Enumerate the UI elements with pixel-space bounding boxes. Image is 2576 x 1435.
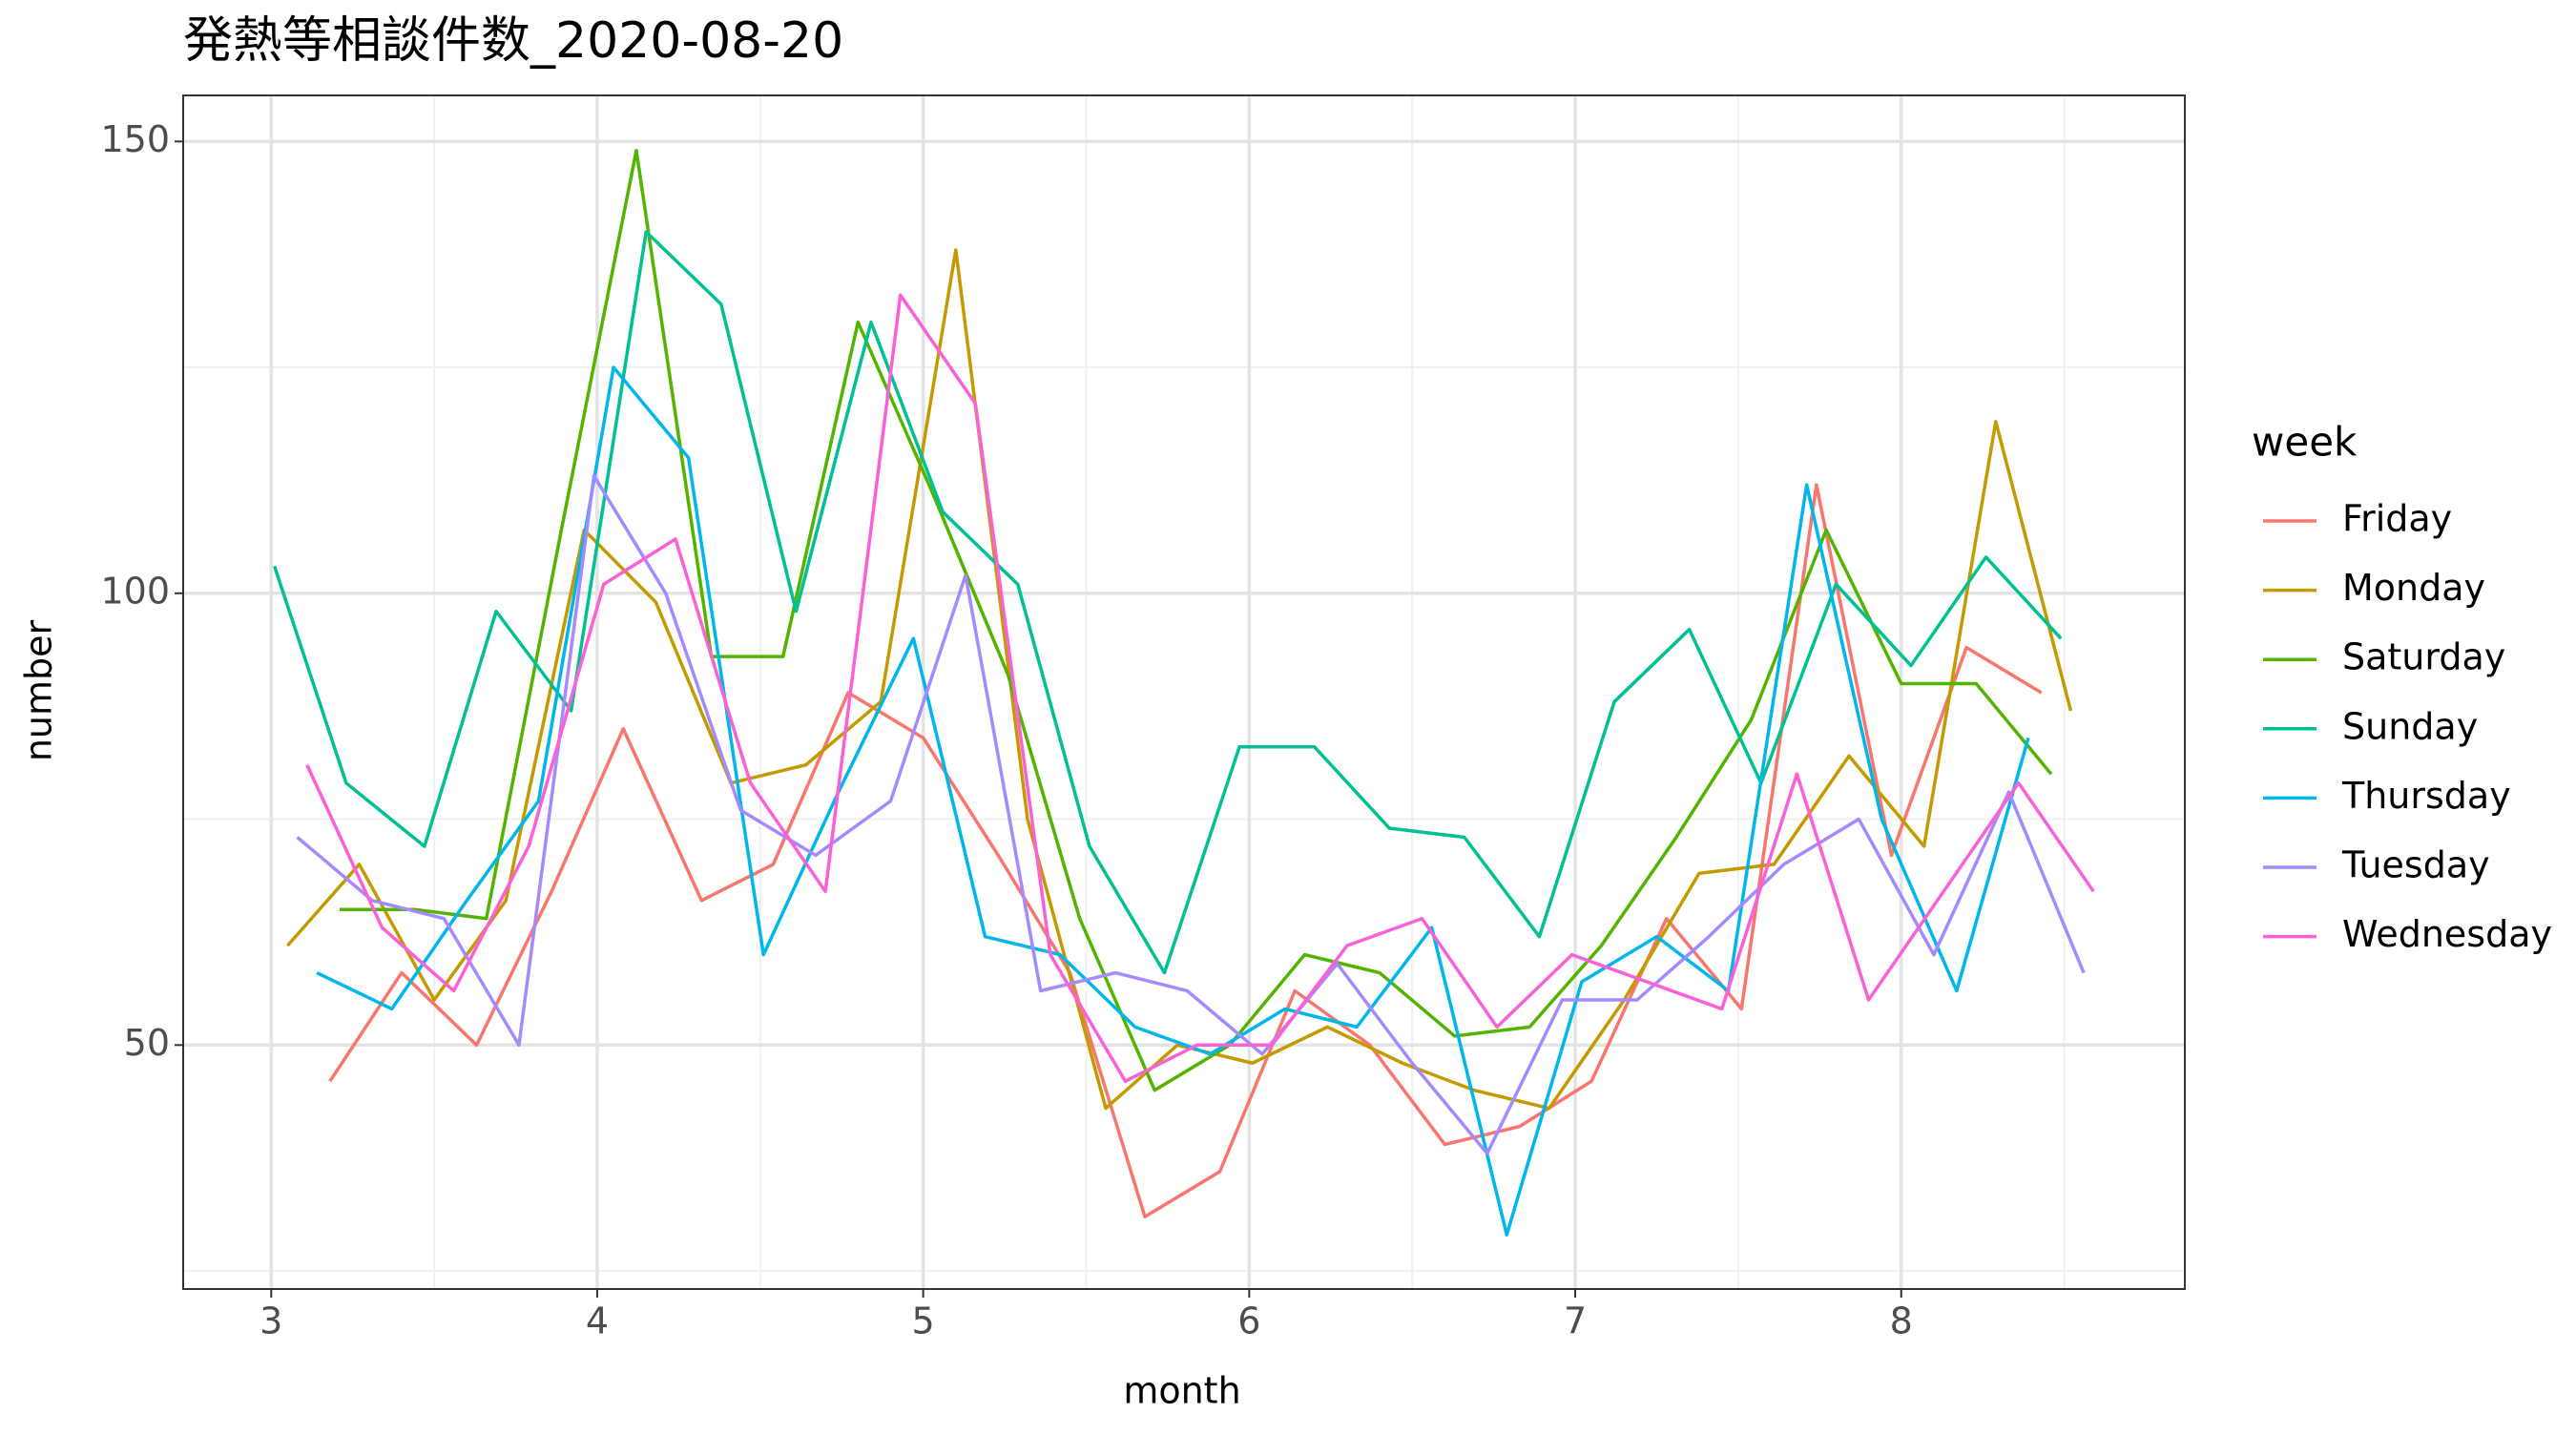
legend-label: Sunday xyxy=(2342,705,2478,747)
y-tick-label: 50 xyxy=(124,1022,170,1064)
y-axis-title: number xyxy=(18,619,60,761)
legend-label: Wednesday xyxy=(2342,913,2552,955)
legend-label: Monday xyxy=(2342,567,2485,609)
x-tick-label: 8 xyxy=(1890,1300,1913,1342)
series-line xyxy=(328,483,2043,1218)
x-axis-title: month xyxy=(1123,1370,1240,1412)
legend-label: Saturday xyxy=(2342,636,2505,678)
legend-title: week xyxy=(2252,419,2358,466)
series-line xyxy=(340,149,2053,1092)
series-line xyxy=(286,248,2073,1111)
y-tick-label: 150 xyxy=(100,118,170,160)
y-tick-label: 100 xyxy=(100,570,170,612)
x-tick-label: 6 xyxy=(1237,1300,1260,1342)
x-tick-label: 4 xyxy=(586,1300,609,1342)
legend-label: Friday xyxy=(2342,498,2452,540)
panel-border xyxy=(182,94,2186,1290)
x-tick-label: 5 xyxy=(912,1300,935,1342)
legend-label: Thursday xyxy=(2341,775,2511,817)
chart-title: 発熱等相談件数_2020-08-20 xyxy=(183,12,843,70)
series-line xyxy=(296,473,2086,1155)
series-line xyxy=(305,293,2095,1083)
x-tick-label: 3 xyxy=(260,1300,282,1342)
x-tick-label: 7 xyxy=(1564,1300,1587,1342)
legend-label: Tuesday xyxy=(2341,844,2490,886)
